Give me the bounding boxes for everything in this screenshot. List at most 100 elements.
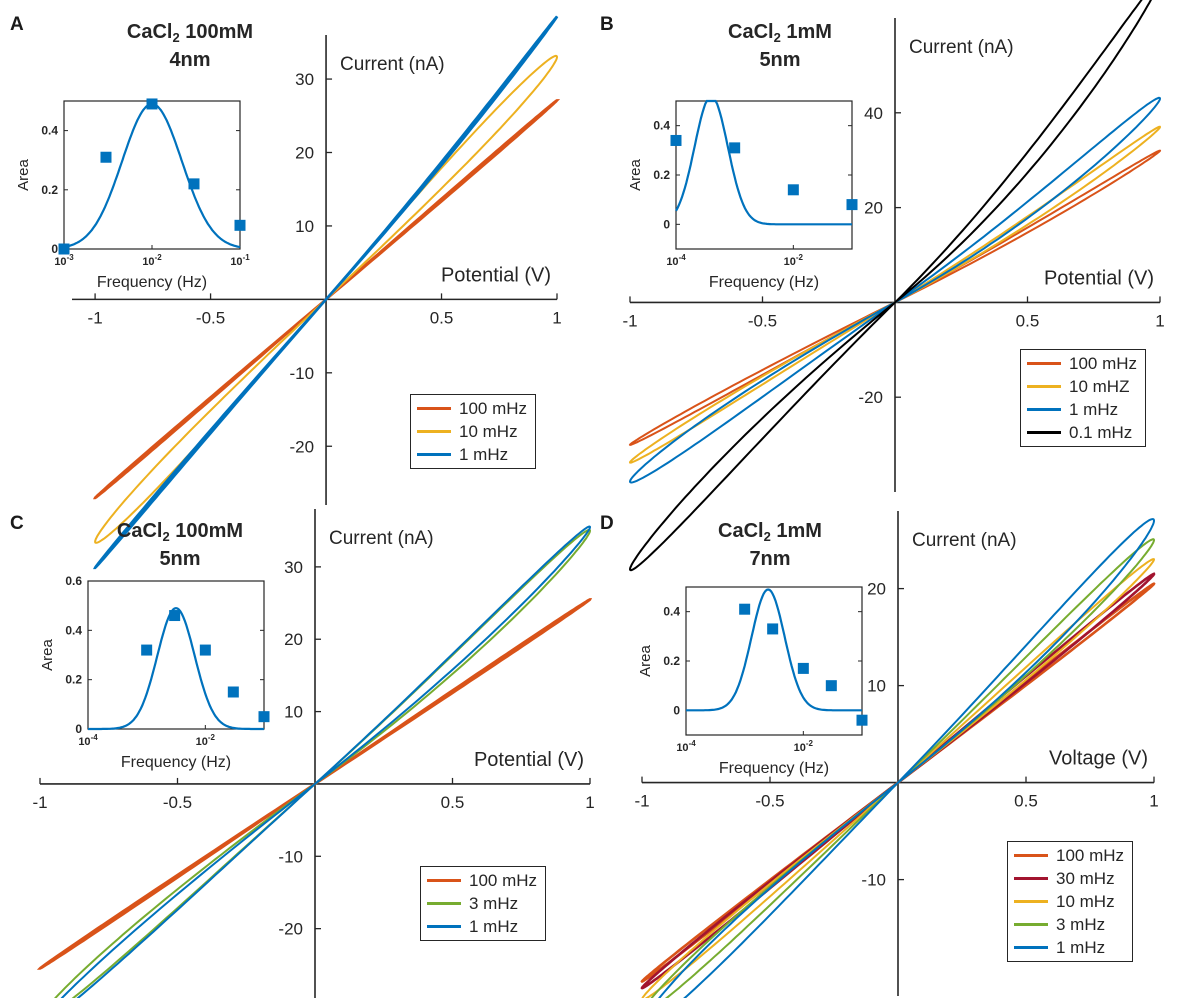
inset-y-tick-label: 0.4: [65, 623, 82, 637]
x-tick-label: -0.5: [755, 792, 784, 811]
inset-x-label: Frequency (Hz): [709, 274, 819, 291]
legend-entry: 100 mHz: [1027, 352, 1137, 375]
inset-data-point: [825, 680, 837, 692]
inset-frame: [685, 586, 863, 736]
panel-letter: D: [600, 513, 614, 534]
legend-label: 0.1 mHz: [1069, 422, 1133, 442]
inset-y-label: Area: [39, 639, 56, 671]
legend-swatch: [427, 879, 461, 882]
inset-data-point: [234, 219, 246, 231]
legend-entry: 30 mHz: [1014, 867, 1124, 890]
legend-entry: 1 mHz: [1027, 398, 1137, 421]
legend-label: 100 mHz: [1069, 353, 1138, 373]
inset-data-point: [846, 199, 858, 211]
legend-label: 10 mHZ: [1069, 376, 1130, 396]
legend-label: 100 mHz: [1056, 845, 1125, 865]
inset-y-tick-label: 0.2: [653, 168, 670, 182]
legend-swatch: [1014, 877, 1048, 880]
y-axis-label: Current (nA): [340, 54, 445, 75]
panel-c: C CaCl2 100mM 5nm -1 -0.5 0.5 1 -20 -10 10 20 30 Cur…: [0, 499, 595, 998]
x-tick-label: -1: [634, 792, 649, 811]
title-subscript: 2: [162, 529, 170, 544]
inset-data-point: [169, 610, 181, 622]
title-compound: CaCl: [728, 21, 774, 43]
series-line-0-1-mhz: [628, 0, 1153, 572]
inset-y-tick-label: 0: [75, 722, 82, 736]
panel-title: CaCl2 100mM 5nm: [70, 520, 290, 570]
x-tick-label: 1: [585, 793, 594, 812]
inset-y-tick-label: 0: [663, 217, 670, 231]
legend-label: 100 mHz: [469, 870, 538, 890]
y-tick-label: 30: [295, 70, 314, 89]
inset-x-tick-label: 10-3: [54, 253, 74, 268]
legend-swatch: [427, 902, 461, 905]
panel-a: A CaCl2 100mM 4nm -1 -0.5 0.5 1 -20 -10 10 20 30 Cur…: [0, 0, 590, 570]
legend-swatch: [1014, 900, 1048, 903]
inset-x-label: Frequency (Hz): [121, 754, 231, 771]
inset-data-point: [146, 98, 158, 110]
legend-entry: 3 mHz: [427, 892, 537, 915]
legend-label: 1 mHz: [1056, 937, 1106, 957]
y-tick-label: -10: [278, 847, 303, 866]
inset-data-point: [670, 134, 682, 146]
inset-y-tick-label: 0.4: [663, 605, 680, 619]
y-tick-label: -20: [289, 437, 314, 456]
panel-title: CaCl2 1mM 5nm: [670, 21, 890, 71]
title-compound: CaCl: [116, 520, 163, 542]
inset-data-point: [787, 184, 799, 196]
legend-swatch: [1014, 854, 1048, 857]
legend-label: 100 mHz: [459, 398, 528, 418]
x-tick-label: 0.5: [441, 793, 465, 812]
y-tick-label: 20: [284, 630, 303, 649]
panel-b: B CaCl2 1mM 5nm -1 -0.5 0.5 1 -20 20 40 Current (n…: [590, 0, 1180, 572]
legend-entry: 10 mHz: [417, 420, 527, 443]
legend-label: 30 mHz: [1056, 868, 1115, 888]
legend-entry: 10 mHz: [1014, 890, 1124, 913]
series-line-1-mhz: [658, 518, 1156, 998]
legend: 100 mHz 30 mHz 10 mHz 3 mHz 1 mHz: [1007, 841, 1134, 962]
y-tick-label: -10: [289, 364, 314, 383]
inset-y-tick-label: 0.2: [41, 183, 58, 197]
inset-chart: 0 0.2 0.4 0.6 10-4 10-2 Frequency (Hz) Area: [39, 574, 270, 771]
legend-entry: 1 mHz: [1014, 936, 1124, 959]
legend-label: 10 mHz: [459, 421, 518, 441]
inset-y-tick-label: 0.6: [65, 574, 82, 588]
legend-swatch: [1027, 431, 1061, 434]
y-axis-label: Current (nA): [909, 37, 1014, 58]
inset-y-tick-label: 0: [673, 703, 680, 717]
inset-data-point: [188, 178, 200, 190]
x-tick-label: -0.5: [748, 311, 777, 330]
title-concentration: 100mM: [169, 520, 244, 542]
y-tick-label: 40: [864, 104, 883, 123]
inset-frame: [63, 100, 241, 250]
legend: 100 mHz 10 mHz 1 mHz: [410, 394, 537, 469]
y-tick-label: 10: [295, 217, 314, 236]
y-tick-label: -10: [861, 871, 886, 890]
y-tick-label: 20: [295, 144, 314, 163]
x-axis-label: Potential (V): [441, 264, 551, 286]
inset-y-label: Area: [627, 159, 644, 191]
x-tick-label: 1: [1155, 311, 1164, 330]
legend-swatch: [417, 407, 451, 410]
inset-chart: 0 0.2 0.4 10-4 10-2 Frequency (Hz) Area: [637, 586, 868, 777]
series-line-1-mhz: [92, 15, 559, 570]
title-pore-size: 7nm: [749, 548, 791, 570]
legend-swatch: [417, 453, 451, 456]
legend-entry: 10 mHZ: [1027, 375, 1137, 398]
title-subscript: 2: [172, 30, 180, 45]
y-axis-label: Current (nA): [329, 528, 434, 549]
inset-y-tick-label: 0.4: [41, 124, 58, 138]
inset-x-tick-label: 10-4: [666, 253, 686, 268]
title-subscript: 2: [763, 529, 771, 544]
inset-y-label: Area: [637, 645, 654, 677]
legend-entry: 100 mHz: [427, 869, 537, 892]
panel-title: CaCl2 1mM 7nm: [660, 520, 880, 570]
inset-data-point: [797, 662, 809, 674]
inset-data-point: [739, 603, 751, 615]
x-axis-label: Potential (V): [474, 749, 584, 771]
legend-label: 1 mHz: [1069, 399, 1119, 419]
inset-x-tick-label: 10-2: [784, 253, 804, 268]
